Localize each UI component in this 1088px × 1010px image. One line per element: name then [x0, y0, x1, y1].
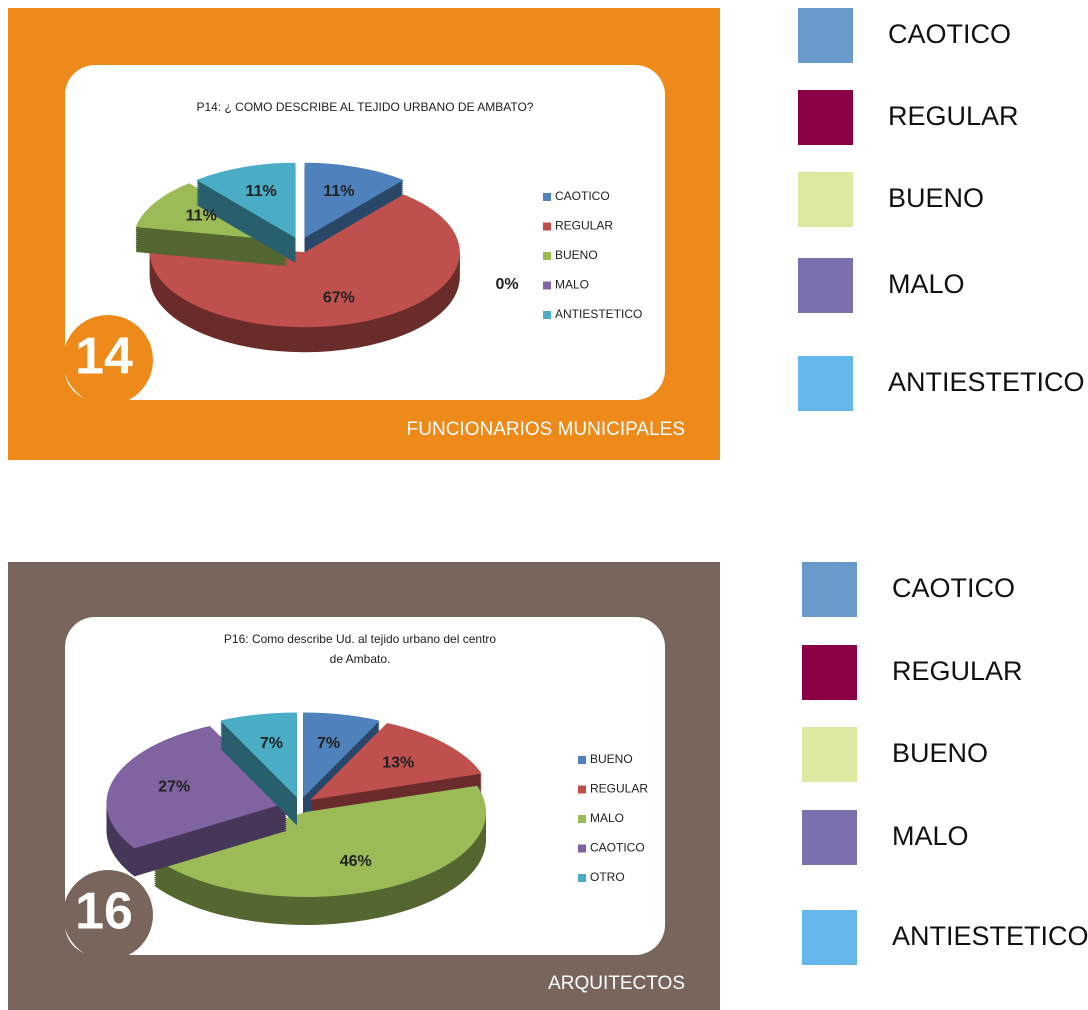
- side-legend-swatch: [802, 727, 857, 782]
- slice-top: [106, 725, 287, 849]
- pie-slice: [106, 725, 287, 877]
- panel-number-badge: [63, 870, 153, 960]
- panel-number: 14: [75, 328, 133, 386]
- side-legend-label: CAOTICO: [888, 19, 1011, 49]
- side-legend-label: BUENO: [888, 183, 984, 213]
- pie-slice: [310, 722, 482, 828]
- data-label: 7%: [317, 735, 340, 752]
- side-legend-swatch: [802, 562, 857, 617]
- side-legend-label: BUENO: [892, 738, 988, 768]
- slice-top: [153, 785, 486, 897]
- legend-label: REGULAR: [555, 219, 613, 233]
- legend-swatch: [543, 222, 551, 231]
- panel-caption: FUNCIONARIOS MUNICIPALES: [407, 419, 685, 440]
- data-label: 13%: [382, 755, 414, 772]
- data-label: 7%: [260, 735, 283, 752]
- data-label: 67%: [323, 289, 355, 306]
- legend-label: OTRO: [590, 870, 625, 884]
- side-legend-swatch: [802, 910, 857, 965]
- pie-slice: [196, 162, 296, 263]
- side-legend-swatch: [798, 90, 853, 145]
- legend-swatch: [578, 785, 586, 794]
- legend-swatch: [578, 844, 586, 853]
- panel-number: 16: [75, 883, 133, 941]
- side-legend-label: REGULAR: [888, 101, 1019, 131]
- slice-top: [304, 162, 404, 238]
- legend-label: CAOTICO: [555, 189, 610, 203]
- data-label: 46%: [340, 853, 372, 870]
- chart-title: P14: ¿ COMO DESCRIBE AL TEJIDO URBANO DE…: [197, 100, 534, 114]
- legend-swatch: [543, 193, 551, 201]
- slice-top: [149, 194, 460, 328]
- pie-slice: [220, 712, 297, 826]
- data-label: 27%: [158, 779, 190, 796]
- legend-label: ANTIESTETICO: [555, 307, 642, 321]
- legend-label: BUENO: [590, 752, 633, 766]
- legend-label: MALO: [590, 811, 624, 825]
- side-legend-label: CAOTICO: [892, 573, 1015, 603]
- legend-swatch: [543, 311, 551, 319]
- legend-label: BUENO: [555, 248, 598, 262]
- slice-top: [196, 162, 296, 238]
- legend-swatch: [543, 281, 551, 290]
- panel-number-badge: [63, 315, 153, 405]
- side-legend-swatch: [798, 356, 853, 411]
- legend-swatch: [543, 252, 551, 260]
- data-label: 11%: [323, 183, 354, 200]
- slice-top: [310, 722, 482, 800]
- slice-top: [220, 712, 297, 798]
- data-label: 11%: [246, 183, 277, 200]
- side-legend-swatch: [798, 172, 853, 227]
- data-label: 0%: [495, 276, 518, 293]
- side-legend-swatch: [802, 810, 857, 865]
- chart-title: P16: Como describe Ud. al tejido urbano …: [224, 632, 496, 666]
- legend-swatch: [578, 874, 586, 882]
- pie-slice: [153, 785, 486, 925]
- legend-label: MALO: [555, 278, 589, 292]
- side-legend-label: ANTIESTETICO: [892, 921, 1088, 951]
- side-legend-swatch: [802, 645, 857, 700]
- side-legend-swatch: [798, 8, 853, 63]
- legend-label: CAOTICO: [590, 841, 645, 855]
- side-legend-label: MALO: [892, 821, 969, 851]
- side-legend-swatch: [798, 258, 853, 313]
- side-legend-label: ANTIESTETICO: [888, 367, 1085, 397]
- side-legend-label: MALO: [888, 269, 965, 299]
- side-legend-label: REGULAR: [892, 656, 1023, 686]
- slice-top: [303, 712, 380, 798]
- legend-swatch: [578, 756, 586, 764]
- panel-caption: ARQUITECTOS: [548, 973, 685, 994]
- data-label: 11%: [186, 207, 217, 224]
- legend-swatch: [578, 815, 586, 823]
- legend-label: REGULAR: [590, 782, 648, 796]
- pie-slice: [149, 194, 460, 353]
